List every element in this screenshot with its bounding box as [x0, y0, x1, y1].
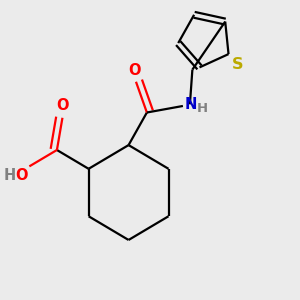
Text: N: N — [185, 98, 197, 112]
Text: O: O — [128, 63, 141, 78]
Text: H: H — [196, 102, 207, 115]
Text: S: S — [232, 57, 244, 72]
Text: O: O — [15, 168, 28, 183]
Text: H: H — [4, 168, 16, 183]
Text: O: O — [56, 98, 69, 113]
